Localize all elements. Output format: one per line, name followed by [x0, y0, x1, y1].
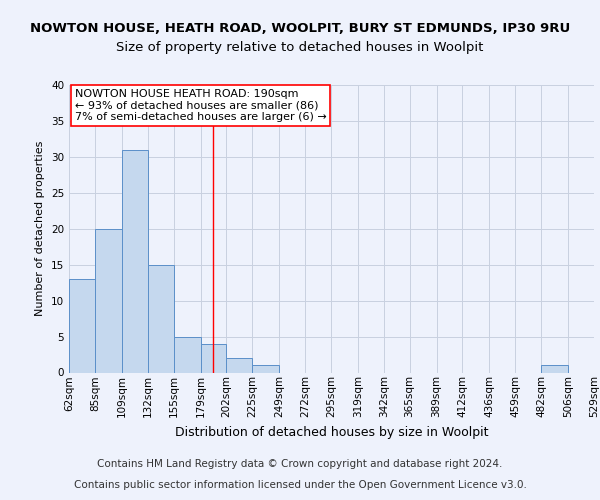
Bar: [200, 344, 226, 372]
Bar: [173, 336, 200, 372]
Bar: [541, 366, 568, 372]
Bar: [148, 264, 173, 372]
Bar: [122, 150, 148, 372]
Bar: [252, 366, 279, 372]
Bar: [95, 229, 122, 372]
Text: NOWTON HOUSE, HEATH ROAD, WOOLPIT, BURY ST EDMUNDS, IP30 9RU: NOWTON HOUSE, HEATH ROAD, WOOLPIT, BURY …: [30, 22, 570, 36]
Text: Contains HM Land Registry data © Crown copyright and database right 2024.: Contains HM Land Registry data © Crown c…: [97, 459, 503, 469]
Y-axis label: Number of detached properties: Number of detached properties: [35, 141, 46, 316]
Bar: [226, 358, 252, 372]
Text: Contains public sector information licensed under the Open Government Licence v3: Contains public sector information licen…: [74, 480, 526, 490]
X-axis label: Distribution of detached houses by size in Woolpit: Distribution of detached houses by size …: [175, 426, 488, 438]
Bar: [69, 279, 95, 372]
Text: Size of property relative to detached houses in Woolpit: Size of property relative to detached ho…: [116, 41, 484, 54]
Text: NOWTON HOUSE HEATH ROAD: 190sqm
← 93% of detached houses are smaller (86)
7% of : NOWTON HOUSE HEATH ROAD: 190sqm ← 93% of…: [74, 88, 326, 122]
